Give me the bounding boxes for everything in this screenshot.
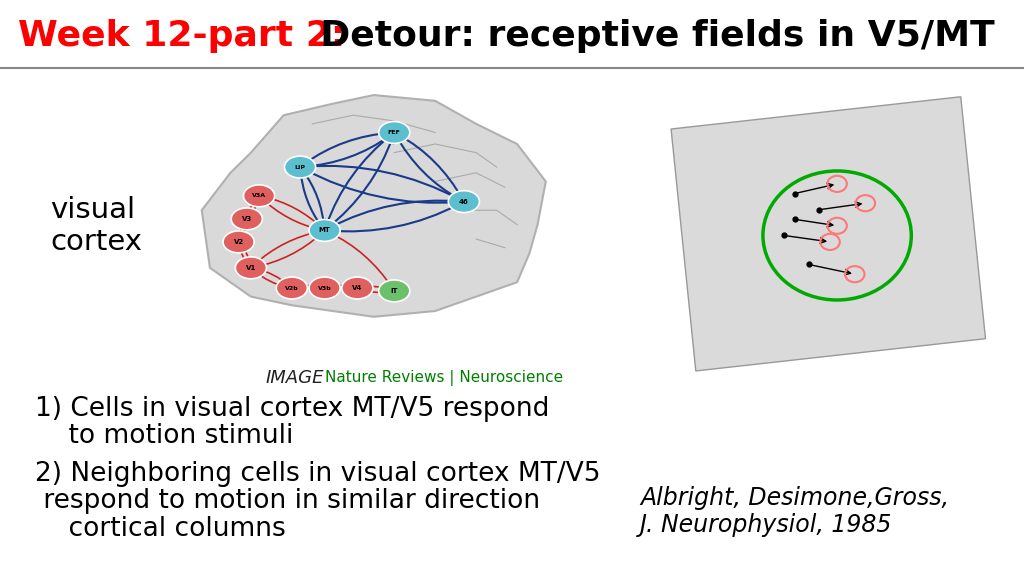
Text: FEF: FEF (388, 130, 400, 135)
Circle shape (244, 185, 274, 207)
Text: V3b: V3b (317, 286, 332, 290)
Text: MT: MT (318, 228, 331, 233)
Text: Detour: receptive fields in V5/MT: Detour: receptive fields in V5/MT (295, 19, 994, 53)
Circle shape (231, 208, 262, 230)
Text: 46: 46 (459, 199, 469, 204)
Text: visual
cortex: visual cortex (50, 196, 142, 256)
Circle shape (285, 156, 315, 178)
Text: LIP: LIP (295, 165, 305, 169)
Circle shape (342, 277, 373, 299)
Text: Week 12-part 2:: Week 12-part 2: (18, 19, 345, 53)
Circle shape (379, 122, 410, 143)
Text: IT: IT (390, 288, 398, 294)
Text: 2) Neighboring cells in visual cortex MT/V5: 2) Neighboring cells in visual cortex MT… (35, 461, 600, 487)
Circle shape (309, 277, 340, 299)
Text: V4: V4 (352, 285, 362, 291)
Text: V3A: V3A (252, 194, 266, 198)
Text: to motion stimuli: to motion stimuli (35, 423, 293, 449)
Text: V1: V1 (246, 265, 256, 271)
Text: Albright, Desimone,Gross,: Albright, Desimone,Gross, (640, 486, 949, 510)
Polygon shape (671, 97, 985, 371)
Text: Nature Reviews | Neuroscience: Nature Reviews | Neuroscience (325, 370, 563, 386)
Text: 1) Cells in visual cortex MT/V5 respond: 1) Cells in visual cortex MT/V5 respond (35, 396, 549, 422)
Circle shape (309, 219, 340, 241)
Text: V2b: V2b (285, 286, 299, 290)
Text: cortical columns: cortical columns (35, 516, 286, 542)
PathPatch shape (202, 95, 546, 317)
Text: V2: V2 (233, 239, 244, 245)
Text: V3: V3 (242, 216, 252, 222)
Circle shape (223, 231, 254, 253)
Circle shape (379, 280, 410, 302)
Circle shape (276, 277, 307, 299)
Circle shape (449, 191, 479, 213)
Text: J. Neurophysiol, 1985: J. Neurophysiol, 1985 (640, 513, 892, 537)
Circle shape (236, 257, 266, 279)
Text: IMAGE: IMAGE (266, 369, 325, 387)
Text: respond to motion in similar direction: respond to motion in similar direction (35, 488, 540, 514)
